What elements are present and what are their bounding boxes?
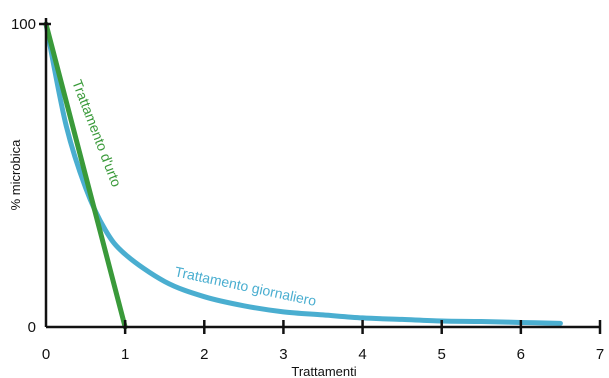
series-line-trattamento-giornaliero <box>43 21 563 326</box>
x-tick-label: 7 <box>596 346 604 363</box>
x-tick-label: 0 <box>42 346 50 363</box>
series-line-trattamento-urto <box>43 21 128 330</box>
x-tick-label: 5 <box>438 346 446 363</box>
x-ticks: 0 1 2 3 4 5 6 7 <box>42 320 604 363</box>
y-ticks: 0 100 <box>11 16 51 336</box>
x-tick-label: 4 <box>358 346 366 363</box>
x-tick-label: 3 <box>279 346 287 363</box>
x-tick-label: 6 <box>517 346 525 363</box>
y-tick-label: 0 <box>28 319 36 336</box>
series-layer <box>43 21 563 330</box>
y-tick-label: 100 <box>11 16 36 33</box>
y-axis-title: % microbica <box>8 139 23 211</box>
x-tick-label: 1 <box>121 346 129 363</box>
series-label-trattamento-giornaliero: Trattamento giornaliero <box>173 263 318 309</box>
x-tick-label: 2 <box>200 346 208 363</box>
x-axis-title: Trattamenti <box>291 364 356 378</box>
